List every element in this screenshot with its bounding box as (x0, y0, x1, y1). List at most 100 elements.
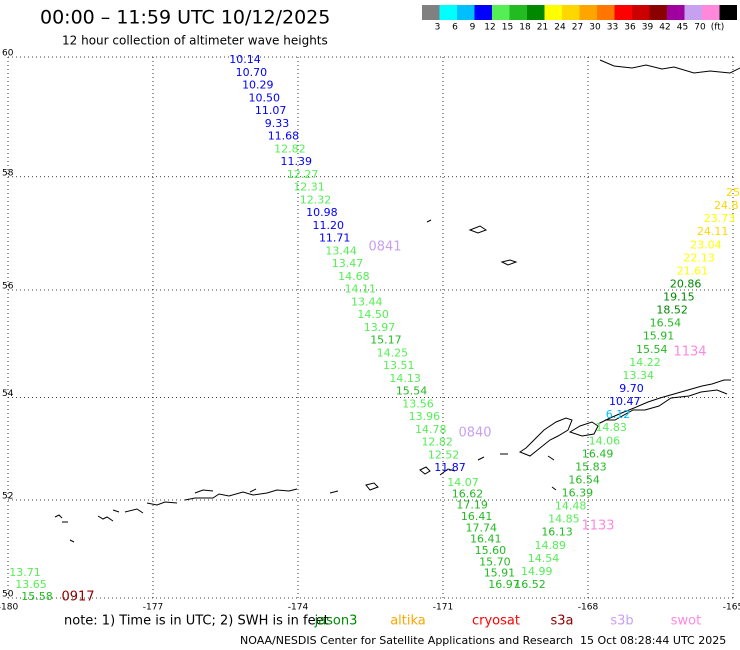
colorbar-label: 3 (435, 23, 441, 33)
wave-height: 14.78 (415, 423, 447, 436)
wave-height: 11.71 (319, 232, 351, 245)
wave-height: 16.41 (461, 510, 493, 523)
wave-height: 24.11 (697, 225, 729, 238)
wave-height: 10.47 (609, 395, 641, 408)
color-swatch (439, 5, 457, 20)
color-swatch (667, 5, 685, 20)
color-swatch (649, 5, 667, 20)
color-swatch (597, 5, 615, 20)
wave-height: 23.04 (690, 238, 722, 251)
color-swatch (544, 5, 562, 20)
wave-height: 10.70 (236, 66, 268, 79)
wave-height: 23.73 (704, 212, 736, 225)
wave-height: 15.70 (479, 555, 511, 568)
wave-height: 10.14 (229, 53, 261, 66)
lat-label: 50 (2, 590, 14, 600)
pass-label: 1134 (673, 345, 706, 360)
lat-label: 60 (2, 49, 14, 59)
wave-height: 12.31 (293, 181, 325, 194)
lon-label: -165 (723, 603, 740, 613)
wave-height: 15.60 (475, 544, 507, 557)
colorbar-label: 39 (642, 23, 654, 33)
wave-height: 10.29 (242, 79, 274, 92)
wave-height: 16.52 (514, 578, 546, 591)
colorbar-label: 21 (537, 23, 548, 33)
wave-height: 16.62 (452, 487, 484, 500)
wave-height: 12.82 (274, 142, 306, 155)
lon-label: -174 (288, 603, 309, 613)
wave-height: 15.54 (396, 385, 428, 398)
color-swatch (684, 5, 702, 20)
wave-height: 14.54 (528, 552, 560, 565)
lat-label: 52 (2, 492, 13, 502)
colorbar-label: 42 (659, 23, 670, 33)
wave-height: 14.85 (548, 513, 580, 526)
wave-height: 11.39 (281, 155, 313, 168)
wave-height: 15.91 (484, 567, 516, 580)
colorbar-unit: (ft) (711, 23, 725, 33)
wave-height: 15.17 (370, 334, 402, 347)
satellite-name: swot (671, 614, 701, 629)
wave-height: 13.44 (325, 244, 357, 257)
color-swatch (719, 5, 737, 20)
wave-height: 9.70 (619, 382, 644, 395)
satellite-name: s3a (550, 614, 573, 629)
wave-height: 13.96 (409, 410, 441, 423)
wave-height: 17.19 (456, 499, 488, 512)
color-swatch (579, 5, 597, 20)
colorbar-label: 33 (607, 23, 618, 33)
wave-height: 12.52 (428, 448, 460, 461)
wave-height: 11.87 (434, 461, 466, 474)
pass-label: 1133 (581, 519, 614, 534)
wave-height: 14.89 (535, 539, 567, 552)
wave-height: 11.20 (313, 219, 345, 232)
wave-height: 13.97 (364, 321, 396, 334)
color-swatch (474, 5, 492, 20)
lat-label: 54 (2, 389, 14, 399)
color-swatch (422, 5, 440, 20)
wave-height: 14.48 (555, 500, 587, 513)
colorbar-label: 45 (677, 23, 688, 33)
colorbar-label: 9 (470, 23, 476, 33)
satellite-name: altika (390, 614, 426, 629)
lon-label: -171 (433, 603, 453, 613)
wave-height: 14.22 (629, 356, 661, 369)
subtitle: 12 hour collection of altimeter wave hei… (62, 34, 328, 48)
colorbar: 3 6 9 12 15 18 21 24 27 30 33 36 39 42 45 70 (ft) (422, 5, 737, 33)
wave-height: 19.15 (663, 291, 695, 304)
wave-height: 14.13 (389, 372, 421, 385)
colorbar-label: 24 (554, 23, 566, 33)
wave-height: 13.47 (332, 257, 364, 270)
lat-label: 56 (2, 281, 14, 291)
wave-height: 14.99 (521, 565, 553, 578)
tracks: 10.1410.7010.2910.5011.079.3311.6812.821… (9, 53, 740, 605)
axis-labels: -180 -177 -174 -171 -168 -165 50 52 54 56 58 60 (0, 49, 740, 613)
pass-label: 0840 (458, 426, 491, 441)
wave-height: 11.07 (255, 104, 287, 117)
wave-height: 9.33 (265, 117, 290, 130)
colorbar-label: 15 (502, 23, 513, 33)
color-swatch (632, 5, 650, 20)
wave-height: 18.52 (656, 304, 688, 317)
wave-height: 16.49 (582, 447, 614, 460)
wave-height: 13.65 (15, 578, 47, 591)
pass-label: 0841 (368, 240, 401, 255)
wave-height: 13.34 (623, 369, 655, 382)
color-swatch (702, 5, 720, 20)
credit: NOAA/NESDIS Center for Satellite Applica… (240, 634, 573, 647)
color-swatch (527, 5, 545, 20)
wave-height: 14.68 (338, 270, 370, 283)
wave-height: 10.50 (248, 91, 280, 104)
wave-height: 15.91 (643, 330, 675, 343)
color-swatch (457, 5, 475, 20)
wave-height: 14.07 (447, 476, 479, 489)
satellite-name: jason3 (314, 614, 358, 629)
wave-height: 15.54 (636, 343, 668, 356)
colorbar-label: 27 (572, 23, 583, 33)
wave-height: 14.11 (345, 283, 377, 296)
wave-height: 14.50 (357, 308, 389, 321)
wave-height: 10.98 (306, 206, 338, 219)
colorbar-label: 18 (519, 23, 531, 33)
wave-height: 13.56 (402, 397, 434, 410)
